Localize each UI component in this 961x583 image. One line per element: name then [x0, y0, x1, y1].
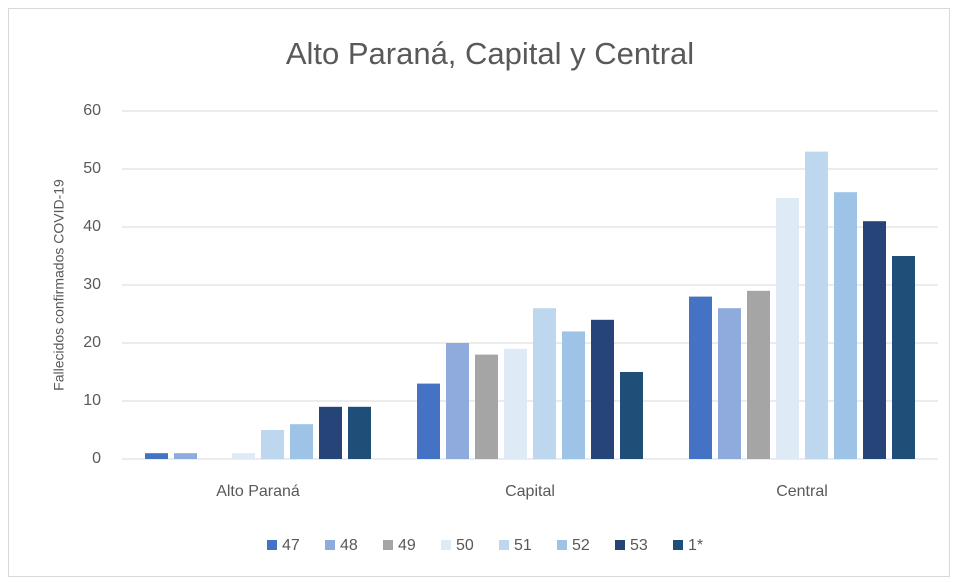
- x-tick-label: Alto Paraná: [216, 483, 300, 500]
- y-tick-label: 60: [83, 102, 101, 119]
- legend-label: 51: [514, 537, 532, 554]
- legend-label: 49: [398, 537, 416, 554]
- bar: [475, 354, 498, 459]
- legend-swatch: [325, 540, 335, 550]
- bar: [261, 430, 284, 459]
- y-tick-label: 20: [83, 334, 101, 351]
- legend-swatch: [557, 540, 567, 550]
- legend-label: 47: [282, 537, 300, 554]
- y-tick-label: 40: [83, 218, 101, 235]
- bar: [591, 319, 614, 459]
- legend-swatch: [615, 540, 625, 550]
- legend-label: 52: [572, 537, 590, 554]
- bar: [747, 290, 770, 459]
- legend-label: 1*: [688, 537, 703, 554]
- bar: [863, 221, 886, 459]
- legend-swatch: [499, 540, 509, 550]
- bar: [562, 331, 585, 459]
- bar: [446, 343, 469, 459]
- bar: [174, 453, 197, 459]
- bar: [504, 348, 527, 459]
- x-tick-label: Central: [776, 483, 828, 500]
- bar: [892, 256, 915, 459]
- y-tick-label: 30: [83, 276, 101, 293]
- bar: [319, 406, 342, 459]
- bar: [718, 308, 741, 459]
- y-tick-label: 0: [92, 450, 101, 467]
- legend-swatch: [267, 540, 277, 550]
- legend-label: 53: [630, 537, 648, 554]
- legend-label: 50: [456, 537, 474, 554]
- bar: [834, 192, 857, 459]
- x-tick-label: Capital: [505, 483, 555, 500]
- legend-swatch: [383, 540, 393, 550]
- bar: [145, 453, 168, 459]
- y-tick-label: 10: [83, 392, 101, 409]
- bar: [805, 151, 828, 459]
- bar: [689, 296, 712, 459]
- y-axis-label: Fallecidos confirmados COVID-19: [51, 179, 67, 391]
- bar: [776, 198, 799, 459]
- y-tick-label: 50: [83, 160, 101, 177]
- chart-title: Alto Paraná, Capital y Central: [286, 36, 694, 71]
- legend-label: 48: [340, 537, 358, 554]
- bar: [348, 406, 371, 459]
- bar: [232, 453, 255, 459]
- legend-swatch: [673, 540, 683, 550]
- bar: [620, 372, 643, 459]
- bar: [417, 383, 440, 459]
- bar: [533, 308, 556, 459]
- legend-swatch: [441, 540, 451, 550]
- bar: [290, 424, 313, 459]
